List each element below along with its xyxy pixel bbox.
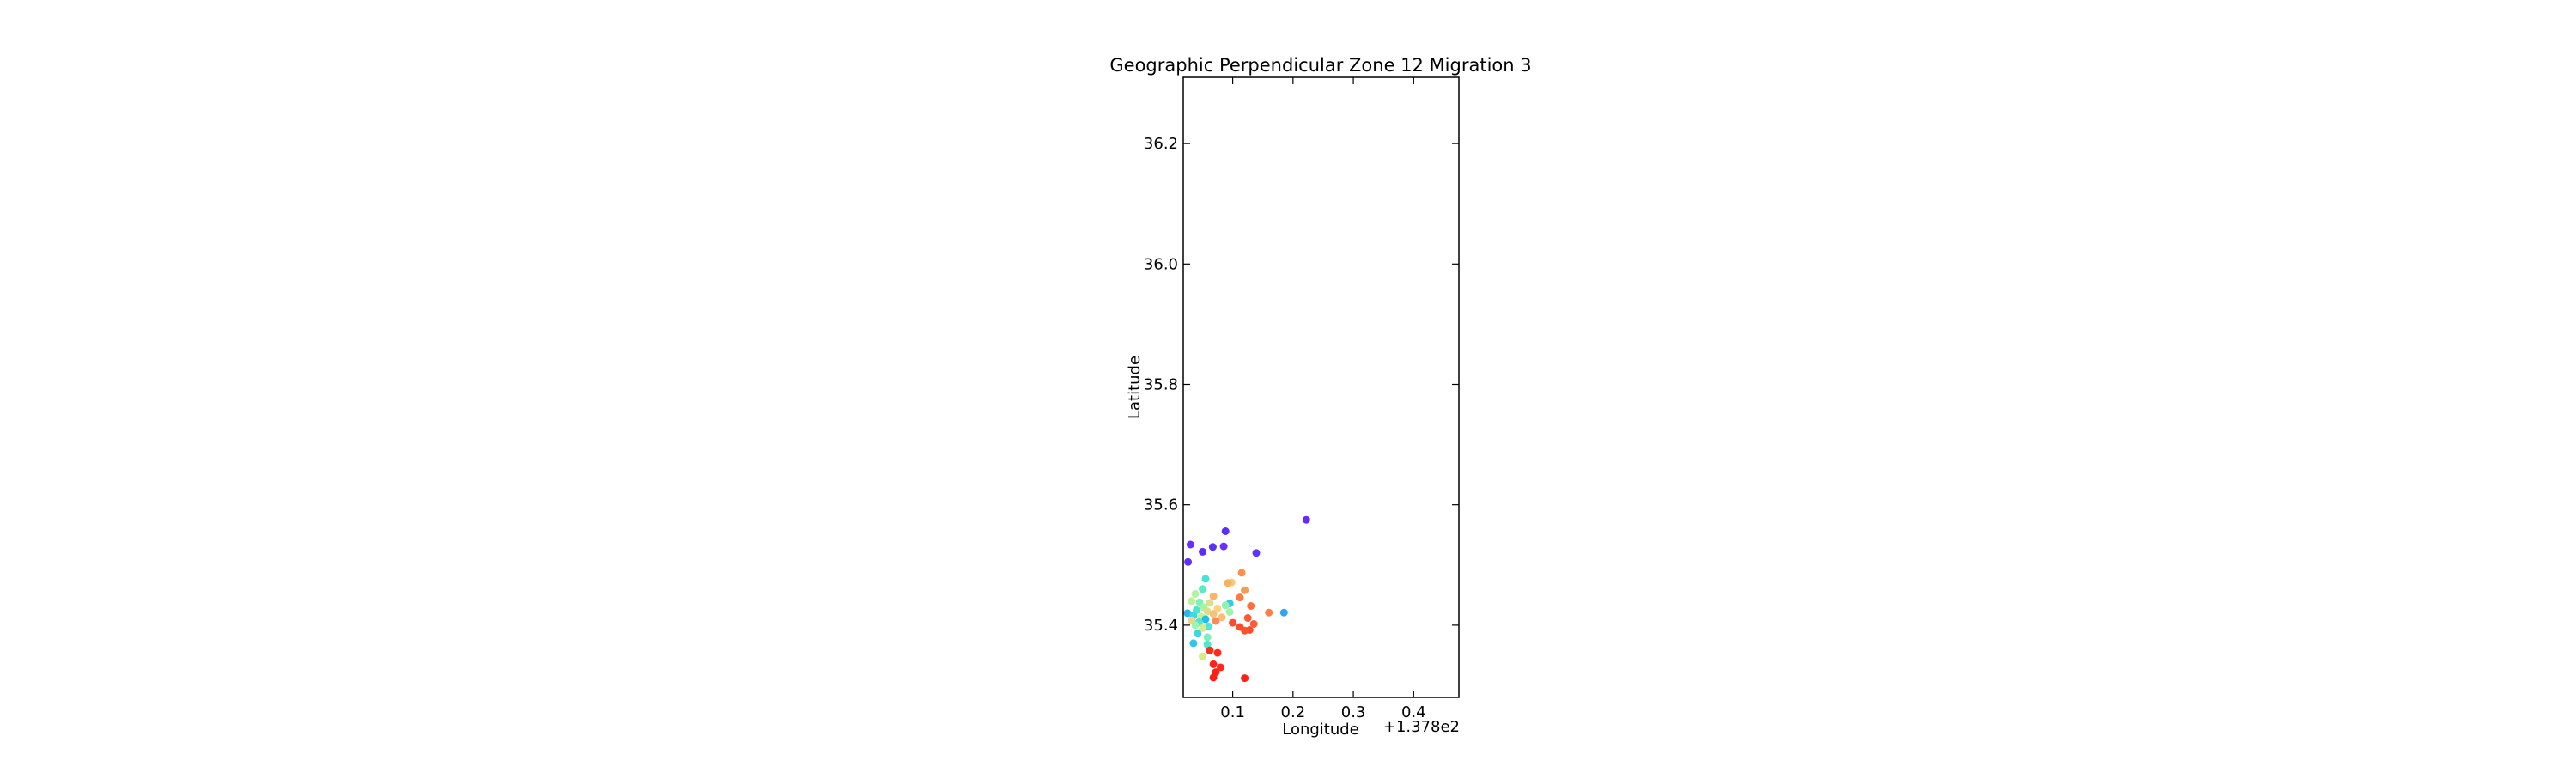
data-point-46 [1199, 624, 1206, 632]
x-tick-label: 0.3 [1341, 703, 1366, 721]
y-tick-label: 36.0 [1144, 255, 1178, 273]
data-point-22 [1221, 601, 1230, 610]
data-point-42 [1249, 620, 1258, 628]
data-point-7 [1252, 549, 1261, 557]
data-points [1183, 515, 1310, 683]
data-point-49 [1194, 630, 1202, 638]
data-point-55 [1199, 652, 1206, 660]
data-point-41 [1229, 618, 1237, 627]
data-point-52 [1203, 640, 1212, 648]
axis-ticks: 0.1 0.2 0.3 0.4 35.4 35.6 35.8 36.0 36.2 [1144, 77, 1459, 721]
data-point-31 [1183, 609, 1192, 618]
data-point-8 [1184, 557, 1193, 566]
data-point-18 [1188, 597, 1196, 606]
data-point-10 [1201, 575, 1210, 583]
data-point-1 [1302, 515, 1310, 524]
data-point-37 [1201, 615, 1210, 624]
data-point-51 [1189, 639, 1198, 648]
data-point-23 [1247, 602, 1255, 610]
data-point-27 [1203, 607, 1212, 616]
data-point-56 [1209, 660, 1218, 668]
plot-area-frame [1182, 76, 1460, 698]
data-point-17 [1236, 593, 1244, 602]
data-point-59 [1209, 673, 1218, 682]
x-tick-label: 0.1 [1220, 703, 1245, 721]
data-point-16 [1209, 592, 1218, 600]
data-point-28 [1225, 608, 1234, 616]
data-point-53 [1206, 646, 1214, 654]
data-point-57 [1217, 663, 1224, 672]
y-tick-label: 36.2 [1144, 135, 1178, 153]
data-point-48 [1241, 626, 1249, 635]
data-point-60 [1241, 674, 1249, 683]
y-tick-label: 35.8 [1144, 375, 1178, 393]
data-point-6 [1199, 547, 1206, 556]
data-point-39 [1212, 617, 1220, 625]
data-point-32 [1209, 610, 1218, 618]
data-point-12 [1224, 579, 1232, 587]
data-point-50 [1203, 633, 1212, 642]
data-point-35 [1218, 613, 1226, 622]
y-tick-label: 35.6 [1144, 496, 1178, 514]
data-point-13 [1199, 585, 1206, 593]
data-point-14 [1241, 586, 1249, 594]
data-point-29 [1265, 608, 1273, 617]
data-point-36 [1243, 614, 1252, 622]
data-point-43 [1191, 621, 1200, 630]
data-point-25 [1213, 604, 1222, 612]
data-point-44 [1205, 622, 1212, 630]
x-tick-label: 0.2 [1281, 703, 1306, 721]
y-axis-label: Latitude [1126, 356, 1144, 419]
chart-title: Geographic Perpendicular Zone 12 Migrati… [1109, 55, 1531, 76]
x-axis-offset-text: +1.378e2 [1383, 718, 1460, 736]
data-point-15 [1191, 589, 1200, 598]
data-point-3 [1186, 540, 1194, 549]
data-point-20 [1206, 599, 1214, 607]
data-point-2 [1221, 527, 1230, 535]
data-point-54 [1213, 648, 1222, 657]
data-point-9 [1237, 569, 1246, 577]
data-point-4 [1208, 543, 1217, 551]
x-tick-label: 0.4 [1401, 703, 1426, 721]
data-point-5 [1219, 542, 1228, 551]
x-axis-label: Longitude [1282, 721, 1359, 739]
y-tick-label: 35.4 [1144, 617, 1178, 635]
data-point-30 [1279, 608, 1288, 617]
